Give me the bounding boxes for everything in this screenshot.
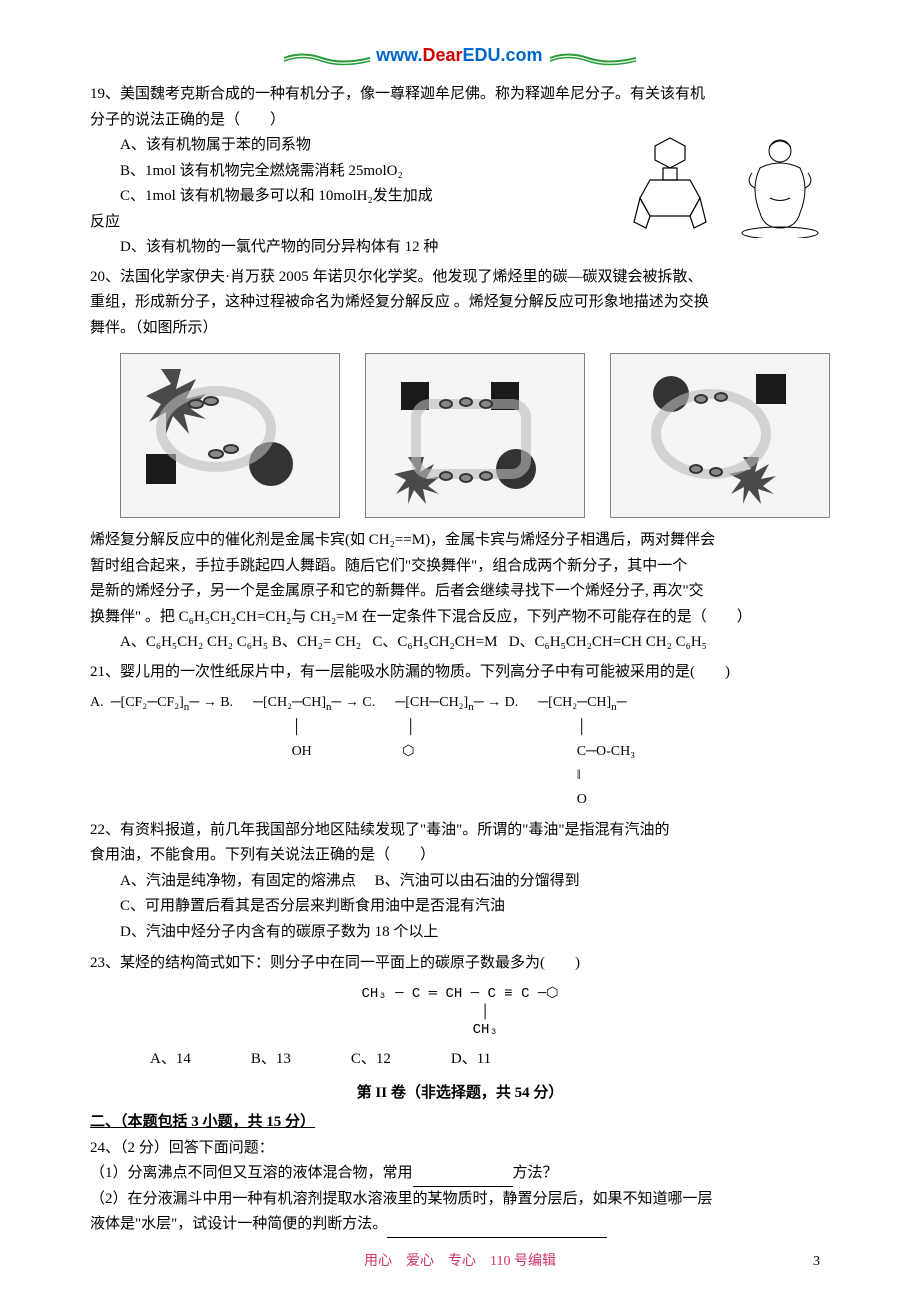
q20-option-b: B、CH₂= CH₂ <box>272 634 361 650</box>
url-dear: Dear <box>423 45 463 65</box>
url-suffix: .com <box>501 45 543 65</box>
q20-figure-row <box>120 353 830 518</box>
footer-page-number: 3 <box>813 1250 820 1274</box>
q21-option-a: A. ─[CF₂─CF₂]n─ → B. <box>90 691 233 716</box>
url-prefix: www. <box>376 45 422 65</box>
q22-option-c: C、可用静置后看其是否分层来判断食用油中是否混有汽油 <box>90 894 830 920</box>
q21-stem: 21、婴儿用的一次性纸尿片中，有一层能吸水防漏的物质。下列高分子中有可能被采用的… <box>90 660 830 686</box>
q21-options: A. ─[CF₂─CF₂]n─ → B. ─[CH₂─CH]n─ → C. │ … <box>90 691 830 812</box>
q23-option-c: C、12 <box>351 1047 391 1073</box>
q19-figure <box>630 128 830 248</box>
q22-stem-line1: 22、有资料报道，前几年我国部分地区陆续发现了"毒油"。所谓的"毒油"是指混有汽… <box>90 818 830 844</box>
question-22: 22、有资料报道，前几年我国部分地区陆续发现了"毒油"。所谓的"毒油"是指混有汽… <box>90 818 830 946</box>
question-21: 21、婴儿用的一次性纸尿片中，有一层能吸水防漏的物质。下列高分子中有可能被采用的… <box>90 660 830 812</box>
question-24: 24、（2 分）回答下面问题： （1）分离沸点不同但又互溶的液体混合物，常用 方法… <box>90 1136 830 1238</box>
q20-option-d: D、C₆H₅CH₂CH=CH CH₂ C₆H₅ <box>509 634 707 650</box>
header-url: www.DearEDU.com <box>376 45 547 65</box>
page-footer: 用心 爱心 专心 110 号编辑 3 <box>0 1250 920 1274</box>
metathesis-panel-1 <box>120 353 340 518</box>
q20-para-line1: 烯烃复分解反应中的催化剂是金属卡宾(如 CH₂==M)，金属卡宾与烯烃分子相遇后… <box>90 528 830 554</box>
section-2-heading: 二、（本题包括 3 小题，共 15 分） <box>90 1110 830 1136</box>
q23-option-d: D、11 <box>451 1047 491 1073</box>
q24-part2b: 液体是"水层"，试设计一种简便的判断方法。 <box>90 1212 830 1238</box>
q24-p2a: （2）在分液漏斗中用一种有机溶剂提取水溶液里的某物质时，静置分层后，如果不知道哪… <box>90 1187 830 1213</box>
metathesis-panel-2 <box>365 353 585 518</box>
q23-struct-line1: CH₃ ─ C ═ CH ─ C ≡ C ─⬡ <box>90 985 830 1003</box>
q20-options: A、C₆H₅CH₂ CH₂ C₆H₅ B、CH₂= CH₂ C、C₆H₅CH₂C… <box>90 630 830 656</box>
q20-para-line4: 换舞伴" 。把 C₆H₅CH₂CH=CH₂与 CH₂=M 在一定条件下混合反应，… <box>90 605 830 631</box>
metathesis-panel-3 <box>610 353 830 518</box>
q23-struct-line3: CH₃ <box>90 1021 830 1039</box>
footer-text: 用心 爱心 专心 110 号编辑 <box>364 1254 556 1269</box>
q22-stem-line2: 食用油，不能食用。下列有关说法正确的是（ ） <box>90 843 830 869</box>
question-19: 19、美国魏考克斯合成的一种有机分子，像一尊释迦牟尼佛。称为释迦牟尼分子。有关该… <box>90 82 830 261</box>
q20-option-a: A、C₆H₅CH₂ CH₂ C₆H₅ <box>120 634 268 650</box>
blank-2[interactable] <box>387 1220 607 1238</box>
question-23: 23、某烃的结构简式如下：则分子中在同一平面上的碳原子数最多为( ) CH₃ ─… <box>90 951 830 1073</box>
url-edu: EDU <box>463 45 501 65</box>
q23-options: A、14 B、13 C、12 D、11 <box>90 1047 830 1073</box>
q24-p1b: 方法？ <box>513 1165 558 1181</box>
q23-stem: 23、某烃的结构简式如下：则分子中在同一平面上的碳原子数最多为( ) <box>90 951 830 977</box>
section-2-title: 第 II 卷（非选择题，共 54 分） <box>90 1081 830 1107</box>
q24-p2b: 液体是"水层"，试设计一种简便的判断方法。 <box>90 1216 387 1232</box>
q23-option-b: B、13 <box>251 1047 291 1073</box>
q20-para-line2: 暂时组合起来，手拉手跳起四人舞蹈。随后它们"交换舞伴"，组合成两个新分子，其中一… <box>90 554 830 580</box>
q20-stem-line1: 20、法国化学家伊夫·肖万获 2005 年诺贝尔化学奖。他发现了烯烃里的碳—碳双… <box>90 265 830 291</box>
q24-part1: （1）分离沸点不同但又互溶的液体混合物，常用 方法？ <box>90 1161 830 1187</box>
q21-option-b: ─[CH₂─CH]n─ → C. │ OH <box>253 691 375 764</box>
q23-struct-line2: │ <box>90 1003 830 1021</box>
q20-stem-line3: 舞伴。（如图所示） <box>90 316 830 342</box>
page-header: www.DearEDU.com <box>90 40 830 70</box>
q20-stem-line2: 重组，形成新分子，这种过程被命名为烯烃复分解反应 。烯烃复分解反应可形象地描述为… <box>90 290 830 316</box>
q22-option-d: D、汽油中烃分子内含有的碳原子数为 18 个以上 <box>90 920 830 946</box>
q24-p1a: （1）分离沸点不同但又互溶的液体混合物，常用 <box>90 1165 413 1181</box>
q22-options-ab: A、汽油是纯净物，有固定的熔沸点 B、汽油可以由石油的分馏得到 <box>90 869 830 895</box>
question-20: 20、法国化学家伊夫·肖万获 2005 年诺贝尔化学奖。他发现了烯烃里的碳—碳双… <box>90 265 830 656</box>
swirl-left-decoration <box>282 49 372 67</box>
q21-option-d: ─[CH₂─CH]n─ │ C─O-CH₃ ‖ O <box>538 691 635 812</box>
blank-1[interactable] <box>413 1169 513 1187</box>
q24-stem: 24、（2 分）回答下面问题： <box>90 1136 830 1162</box>
q20-option-c: C、C₆H₅CH₂CH=M <box>372 634 497 650</box>
q22-option-a: A、汽油是纯净物，有固定的熔沸点 <box>120 873 356 889</box>
swirl-right-decoration <box>548 49 638 67</box>
q23-option-a: A、14 <box>150 1047 191 1073</box>
molecule-buddha-icon <box>630 128 830 238</box>
q22-option-b: B、汽油可以由石油的分馏得到 <box>375 873 580 889</box>
q20-para-line3: 是新的烯烃分子，另一个是金属原子和它的新舞伴。后者会继续寻找下一个烯烃分子, 再… <box>90 579 830 605</box>
q23-structure: CH₃ ─ C ═ CH ─ C ≡ C ─⬡ │ CH₃ <box>90 985 830 1040</box>
q19-stem-line1: 19、美国魏考克斯合成的一种有机分子，像一尊释迦牟尼佛。称为释迦牟尼分子。有关该… <box>90 82 830 108</box>
q21-option-c: ─[CH─CH₂]n─ → D. │ ⬡ <box>395 691 518 764</box>
